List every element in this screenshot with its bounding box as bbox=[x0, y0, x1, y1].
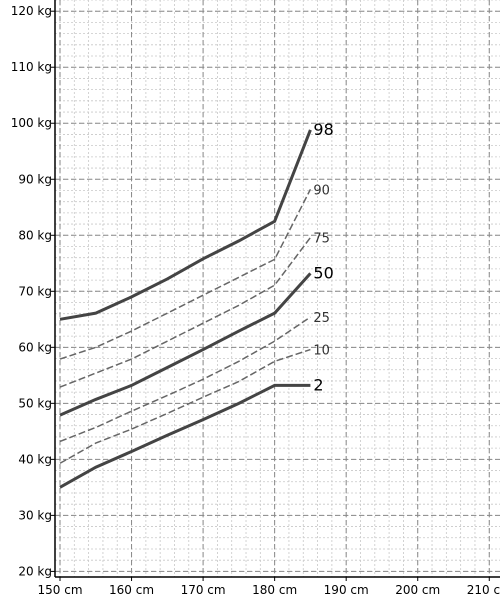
y-tick-label: 70 kg bbox=[18, 284, 52, 298]
x-tick-label: 200 cm bbox=[395, 583, 440, 597]
y-tick-label: 100 kg bbox=[11, 116, 52, 130]
percentile-line bbox=[59, 272, 312, 417]
x-tick-label: 150 cm bbox=[38, 583, 83, 597]
x-tick-label: 170 cm bbox=[181, 583, 226, 597]
percentile-line bbox=[59, 129, 312, 321]
percentile-line bbox=[59, 237, 312, 388]
y-tick-label: 30 kg bbox=[18, 508, 52, 522]
series-label: 25 bbox=[313, 311, 330, 326]
x-tick-label: 190 cm bbox=[324, 583, 369, 597]
y-tick-label: 120 kg bbox=[11, 4, 52, 18]
series-label: 50 bbox=[313, 263, 333, 282]
percentile-line bbox=[59, 383, 311, 489]
x-tick-label: 160 cm bbox=[109, 583, 154, 597]
y-tick-label: 40 kg bbox=[18, 452, 52, 466]
y-tick-label: 50 kg bbox=[18, 396, 52, 410]
series-label: 75 bbox=[313, 232, 330, 247]
percentile-line bbox=[59, 316, 311, 443]
x-tick-label: 210 cm bbox=[467, 583, 500, 597]
series-label: 2 bbox=[313, 375, 323, 394]
y-tick-label: 60 kg bbox=[18, 340, 52, 354]
percentile-line bbox=[59, 348, 311, 464]
series-label: 10 bbox=[313, 344, 330, 359]
percentile-line bbox=[59, 189, 312, 360]
y-tick-label: 20 kg bbox=[18, 564, 52, 578]
x-tick-label: 180 cm bbox=[252, 583, 297, 597]
y-tick-label: 90 kg bbox=[18, 172, 52, 186]
series-label: 90 bbox=[313, 183, 330, 198]
y-tick-label: 110 kg bbox=[11, 60, 52, 74]
y-tick-label: 80 kg bbox=[18, 228, 52, 242]
series-label: 98 bbox=[313, 120, 333, 139]
